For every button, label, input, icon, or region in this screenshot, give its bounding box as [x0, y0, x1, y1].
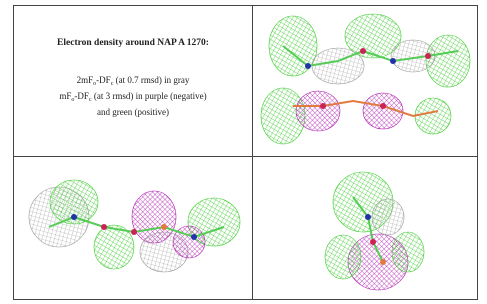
- caption-line: 2mFo-DFc (at 0.7 rmsd) in gray: [14, 74, 252, 90]
- density-image: [253, 6, 477, 156]
- caption-line: and green (positive): [14, 106, 252, 118]
- caption-line: mFo-DFc (at 3 rmsd) in purple (negative): [14, 90, 252, 106]
- density-image: [14, 157, 252, 299]
- caption-title: Electron density around NAP A 1270:: [14, 38, 252, 48]
- text: mF: [59, 91, 71, 101]
- figure: Electron density around NAP A 1270: 2mFo…: [0, 0, 487, 304]
- text: (at 3 rmsd) in purple (negative): [92, 91, 207, 101]
- density-image: [253, 157, 477, 299]
- text: (at 0.7 rmsd) in gray: [113, 75, 189, 85]
- text: and green (positive): [97, 107, 169, 117]
- figure-grid: Electron density around NAP A 1270: 2mFo…: [13, 5, 478, 300]
- text: -DF: [96, 75, 111, 85]
- text: -DF: [74, 91, 89, 101]
- text: 2mF: [77, 75, 94, 85]
- caption: Electron density around NAP A 1270: 2mFo…: [14, 6, 252, 156]
